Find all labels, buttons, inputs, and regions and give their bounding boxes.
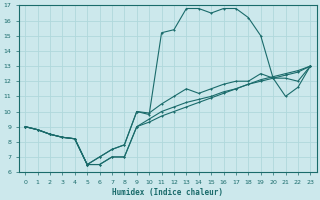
X-axis label: Humidex (Indice chaleur): Humidex (Indice chaleur) — [112, 188, 223, 197]
